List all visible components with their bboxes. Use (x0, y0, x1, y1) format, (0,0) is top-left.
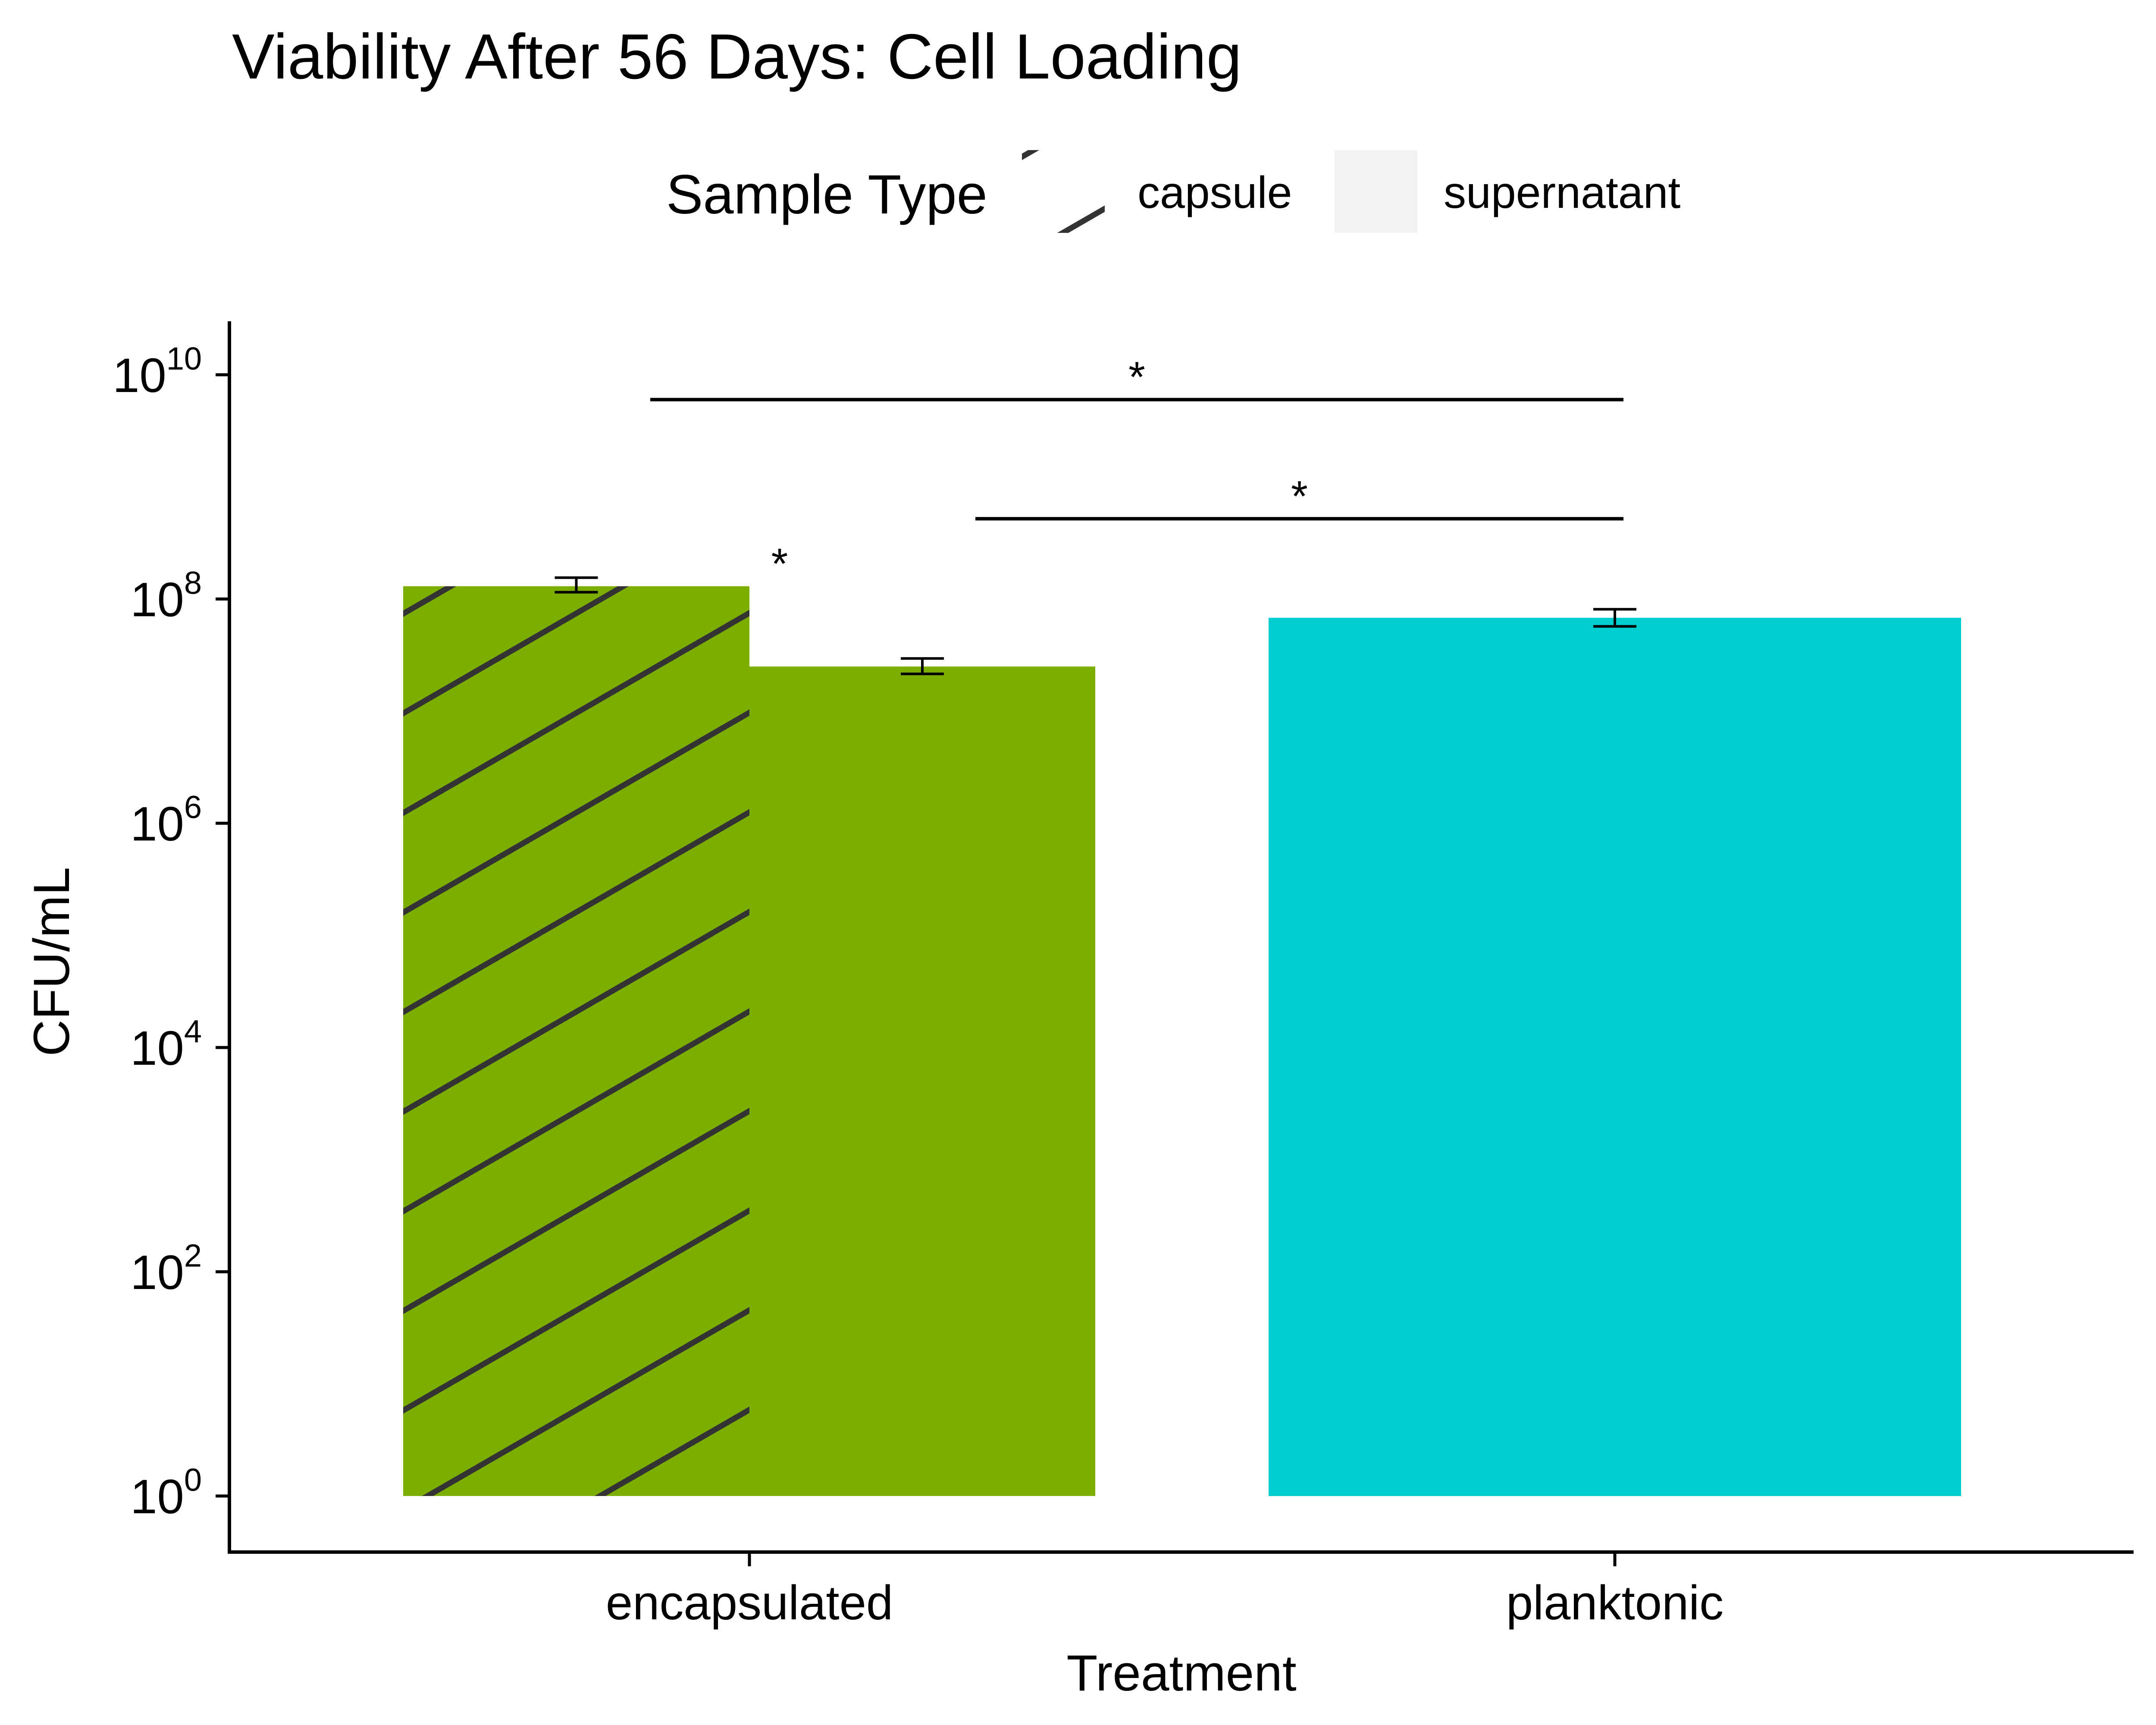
x-axis-title: Treatment (1066, 1645, 1296, 1702)
legend-label-supernatant: supernatant (1444, 168, 1680, 218)
y-tick-label: 108 (130, 565, 202, 627)
error-bars-layer (555, 576, 1636, 675)
x-tick-planktonic: planktonic (1506, 1552, 1724, 1630)
y-tick-label: 106 (130, 789, 202, 851)
chart-title: Viability After 56 Days: Cell Loading (232, 21, 1242, 92)
significance-marker-1: * (650, 353, 1623, 401)
error-bar-encapsulated-capsule (555, 576, 598, 594)
x-tick-label: planktonic (1506, 1576, 1724, 1630)
y-axis-title: CFU/mL (23, 867, 80, 1056)
y-tick-0: 100 (130, 1462, 229, 1524)
y-tick-6: 106 (130, 789, 229, 851)
significance-star: * (1128, 353, 1145, 401)
x-tick-encapsulated: encapsulated (606, 1552, 893, 1630)
bar-encapsulated-capsule-stripes (403, 586, 749, 1496)
legend: Sample Type capsule supernatant (666, 150, 1680, 233)
y-tick-label: 104 (130, 1013, 202, 1075)
significance-marker-2: * (975, 472, 1623, 521)
y-tick-8: 108 (130, 565, 229, 627)
significance-marker-3: * (771, 539, 788, 588)
error-bar-encapsulated-supernatant (901, 657, 944, 675)
x-tick-label: encapsulated (606, 1576, 893, 1630)
y-tick-label: 102 (130, 1238, 202, 1299)
error-bar-planktonic (1593, 608, 1636, 628)
y-tick-label: 100 (130, 1462, 202, 1524)
y-tick-label: 1010 (113, 341, 202, 402)
bar-planktonic (1269, 618, 1961, 1496)
legend-key-capsule (1022, 150, 1105, 233)
bars-layer (403, 586, 1961, 1496)
y-ticks-layer: 100 102 104 106 108 1010 (113, 341, 229, 1524)
y-tick-10: 1010 (113, 341, 229, 402)
legend-title: Sample Type (666, 164, 987, 226)
significance-star: * (1291, 472, 1308, 521)
significance-star: * (771, 539, 788, 588)
y-tick-2: 102 (130, 1238, 229, 1299)
x-ticks-layer: encapsulated planktonic (606, 1552, 1724, 1630)
y-tick-4: 104 (130, 1013, 229, 1075)
bar-encapsulated-supernatant (749, 666, 1095, 1496)
significance-layer: * * * (650, 353, 1623, 588)
legend-key-supernatant (1335, 150, 1417, 233)
legend-label-capsule: capsule (1138, 168, 1292, 218)
